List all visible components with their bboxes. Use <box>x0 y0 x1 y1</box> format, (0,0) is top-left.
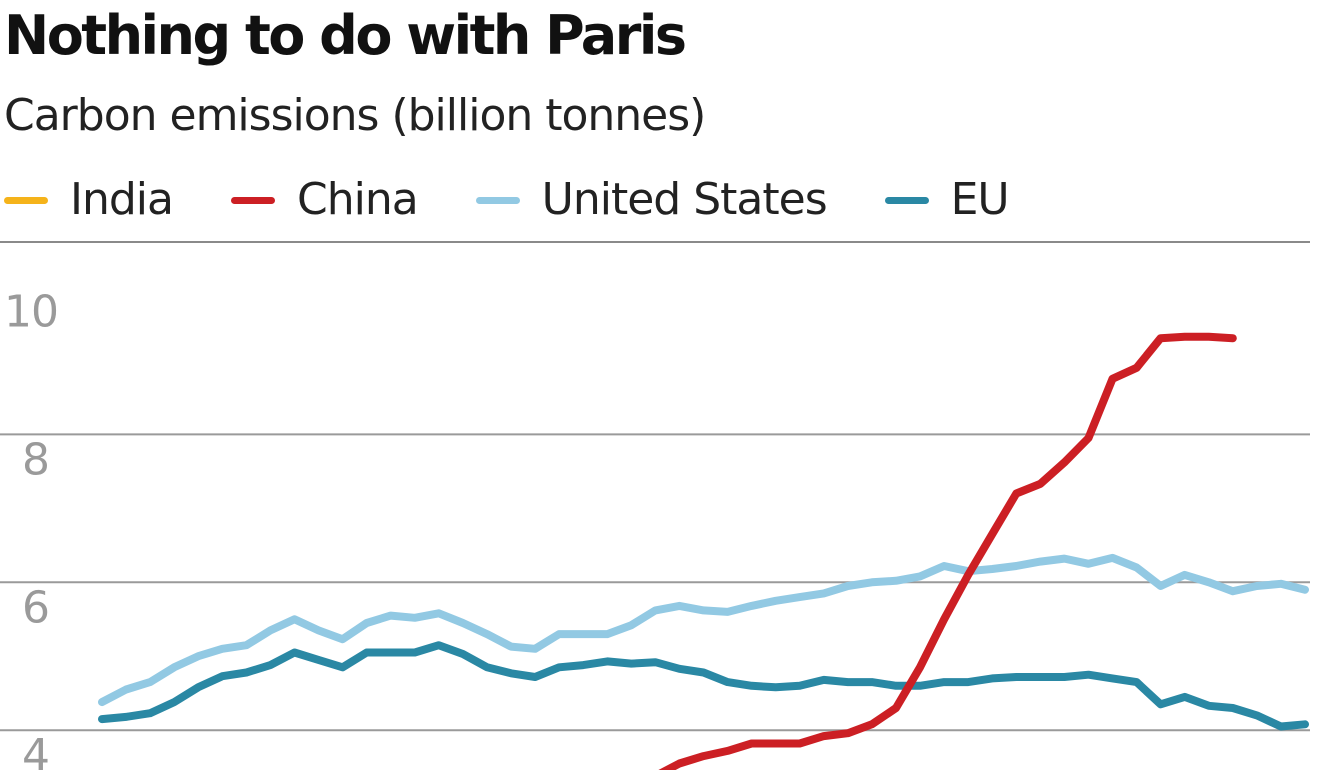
legend-item-eu: EU <box>884 172 1010 228</box>
legend-label-india: India <box>70 174 174 225</box>
line-chart: 4 6 8 10 <box>0 241 1310 770</box>
legend: India China United States EU <box>4 172 1067 228</box>
y-tick-label-8: 8 <box>22 434 49 485</box>
legend-swatch-india <box>4 196 48 204</box>
series-line-china <box>658 332 1237 770</box>
chart-subtitle: Carbon emissions (billion tonnes) <box>4 90 706 141</box>
legend-item-china: China <box>230 172 419 228</box>
legend-label-united-states: United States <box>541 174 828 225</box>
legend-item-india: India <box>4 172 174 228</box>
chart-title: Nothing to do with Paris <box>4 4 687 67</box>
legend-swatch-eu <box>884 196 929 204</box>
y-tick-label-6: 6 <box>22 582 49 633</box>
legend-label-china: China <box>296 174 419 225</box>
legend-swatch-united-states <box>475 196 520 204</box>
y-tick-label-10: 10 <box>4 286 58 337</box>
legend-item-united-states: United States <box>475 172 828 228</box>
series-line-united-states <box>98 553 1309 707</box>
legend-swatch-china <box>230 196 275 204</box>
y-tick-label-4: 4 <box>22 730 49 770</box>
series-line-eu <box>98 641 1309 731</box>
legend-label-eu: EU <box>950 174 1010 225</box>
